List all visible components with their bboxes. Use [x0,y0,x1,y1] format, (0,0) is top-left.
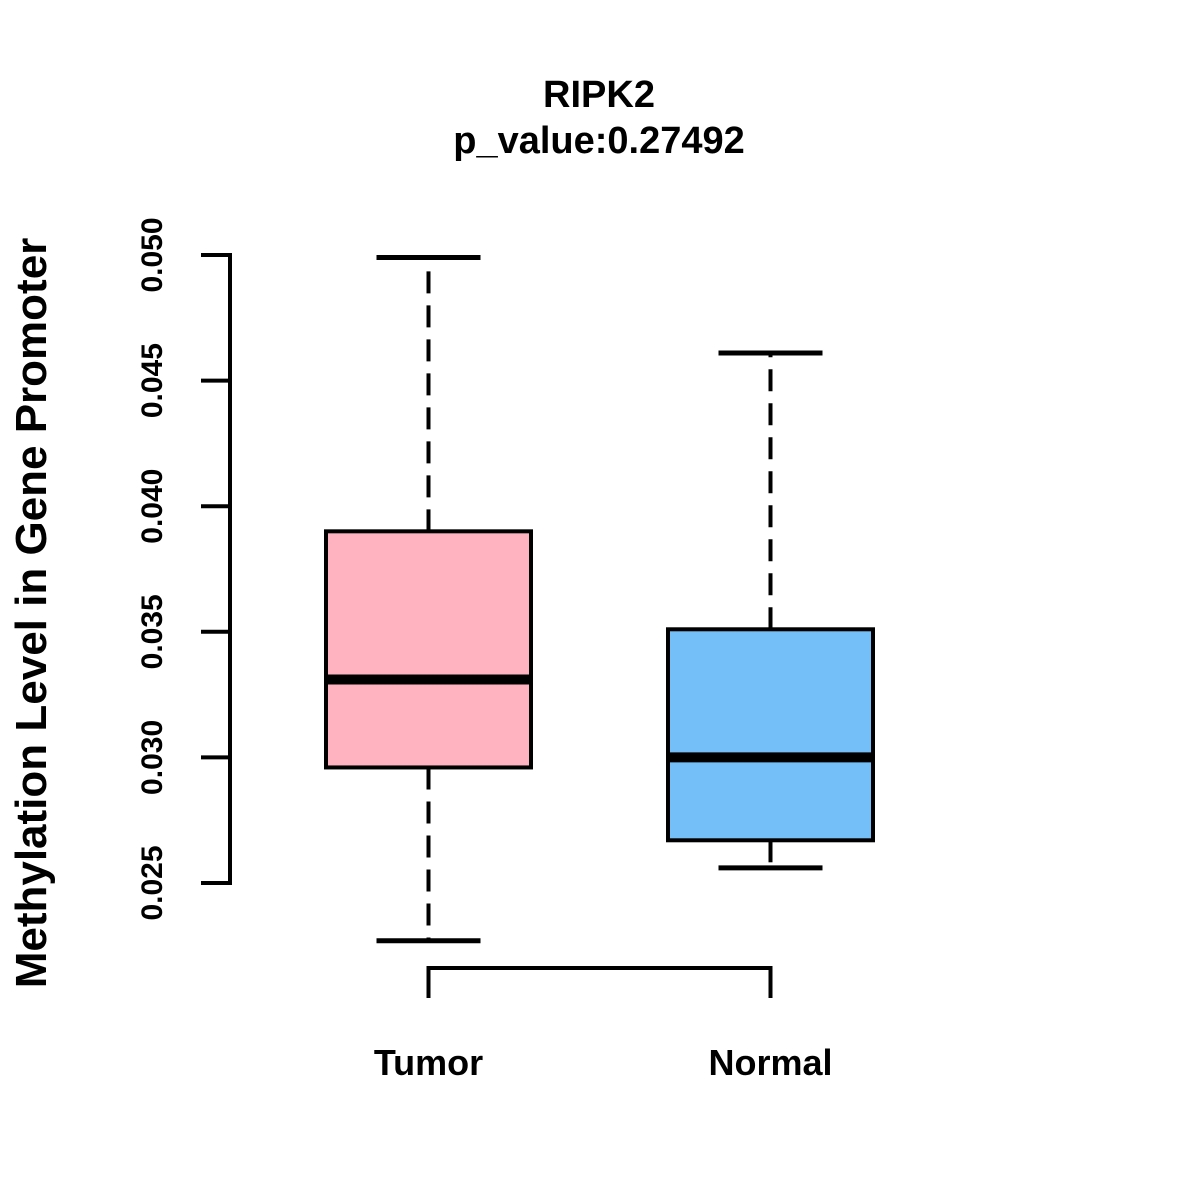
chart-title: RIPK2 [543,74,655,116]
y-tick-label: 0.040 [136,469,169,544]
iqr-box [324,529,533,770]
box-normal [666,350,875,871]
box-tumor [324,255,533,944]
x-axis [426,966,773,998]
boxplot-boxes [324,255,875,944]
x-axis-labels: Tumor Normal [374,1042,833,1083]
y-tick-label: 0.050 [136,217,169,292]
y-axis: 0.025 0.030 0.035 0.040 0.045 0.050 [136,217,232,921]
y-tick-label: 0.030 [136,720,169,795]
chart-subtitle: p_value:0.27492 [453,120,745,162]
y-tick-label: 0.025 [136,845,169,920]
y-tick-label: 0.035 [136,594,169,669]
x-category-label: Normal [708,1042,832,1083]
y-axis-label: Methylation Level in Gene Promoter [7,238,56,989]
y-tick-label: 0.045 [136,343,169,418]
iqr-box [666,627,875,843]
x-category-label: Tumor [374,1042,483,1083]
